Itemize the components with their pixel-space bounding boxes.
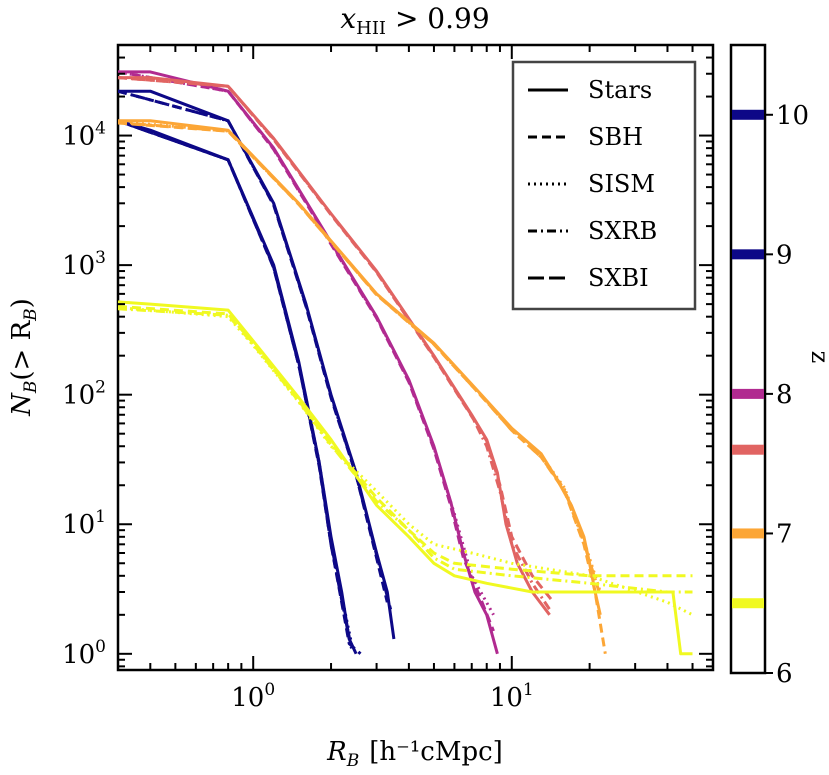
y-axis-label-sub: B: [21, 381, 41, 395]
series-line-6: [118, 89, 389, 603]
x-tick-label-0: 100: [231, 680, 275, 713]
y-tick-label-4: 104: [62, 119, 106, 152]
x-tick-label-exp: 0: [264, 680, 275, 700]
x-tick-label-1: 101: [490, 680, 534, 713]
legend-label-3: SXRB: [588, 217, 657, 245]
colorbar-label: z: [806, 351, 829, 364]
colorbar: z 6 7 8 9 10: [729, 43, 829, 689]
y-tick-label-base: 10: [62, 122, 95, 152]
y-tick-label-base: 10: [62, 510, 95, 540]
legend-label-4: SXBI: [588, 264, 649, 292]
colorbar-marker-0: [732, 109, 764, 120]
series-line-17: [118, 121, 602, 597]
y-tick-label-exp: 4: [95, 119, 106, 139]
y-axis-label-main: N: [7, 392, 37, 417]
colorbar-tick-label-1: 7: [776, 519, 793, 549]
x-axis-label-sub: B: [346, 751, 360, 771]
y-tick-label-exp: 0: [95, 637, 106, 657]
colorbar-tick-label-2: 8: [776, 380, 793, 410]
series-line-7: [118, 89, 393, 610]
x-tick-label-base: 10: [490, 683, 523, 713]
y-tick-label-exp: 3: [95, 248, 106, 268]
chart-title-rest: > 0.99: [386, 2, 490, 35]
x-axis-label: RB [h⁻¹cMpc]: [326, 737, 503, 771]
legend-box: [511, 60, 697, 311]
y-axis-label: NB(> RB): [7, 298, 41, 417]
y-tick-label-base: 10: [62, 251, 95, 281]
colorbar-tick-label-3: 9: [776, 240, 793, 270]
x-tick-label-base: 10: [231, 683, 264, 713]
colorbar-marker-3: [732, 444, 764, 455]
y-tick-label-exp: 1: [95, 507, 106, 527]
y-axis-label-close: ): [7, 298, 37, 308]
y-axis-label-rest: (> R: [7, 319, 37, 380]
series-line-18: [118, 300, 693, 656]
y-tick-label-base: 10: [62, 640, 95, 670]
plot-series: [118, 70, 694, 656]
y-tick-label-2: 102: [62, 378, 106, 411]
y-tick-label-base: 10: [62, 381, 95, 411]
series-line-20: [118, 306, 694, 617]
y-tick-label-3: 103: [62, 248, 106, 281]
legend: Stars SBH SISM SXRB SXBI: [511, 60, 697, 311]
legend-label-0: Stars: [588, 76, 652, 104]
colorbar-tick-label-4: 10: [776, 101, 809, 131]
chart-title: xHII > 0.99: [340, 2, 489, 39]
colorbar-tick-label-0: 6: [776, 659, 793, 689]
x-tick-label-exp: 1: [523, 680, 534, 700]
y-tick-label-1: 101: [62, 507, 106, 540]
colorbar-marker-1: [732, 249, 764, 260]
series-line-12: [118, 76, 555, 604]
legend-label-1: SBH: [588, 123, 643, 151]
y-tick-label-exp: 2: [95, 378, 106, 398]
series-line-9: [118, 70, 495, 632]
y-tick-label-0: 100: [62, 637, 106, 670]
y-axis-label-sub2: B: [21, 308, 41, 322]
x-axis-label-units: [h⁻¹cMpc]: [369, 737, 503, 767]
x-axis-label-main: R: [326, 737, 347, 767]
colorbar-marker-4: [732, 528, 764, 539]
colorbar-frame: [729, 43, 767, 675]
colorbar-marker-2: [732, 388, 764, 399]
chart-title-base: x: [340, 2, 356, 35]
legend-label-2: SISM: [588, 170, 655, 198]
chart-title-sub: HII: [356, 18, 386, 39]
colorbar-marker-5: [732, 598, 764, 609]
